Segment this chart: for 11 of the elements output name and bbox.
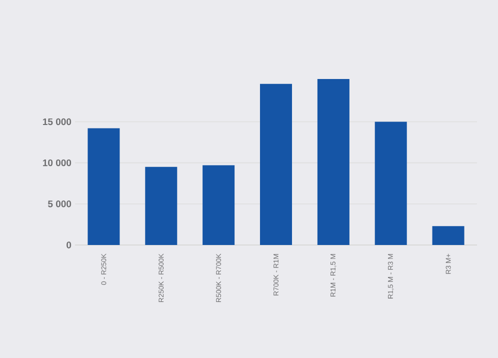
y-tick-label: 15 000	[43, 118, 72, 126]
bar	[88, 128, 120, 245]
y-tick-label: 10 000	[43, 159, 72, 166]
bar	[202, 165, 235, 245]
y-tick-label: 5 000	[48, 200, 72, 208]
bar	[317, 78, 350, 245]
y-tick-label: 0	[66, 242, 72, 248]
bar	[432, 226, 464, 245]
bar	[374, 122, 407, 245]
bar	[260, 84, 292, 245]
bar	[145, 166, 178, 245]
